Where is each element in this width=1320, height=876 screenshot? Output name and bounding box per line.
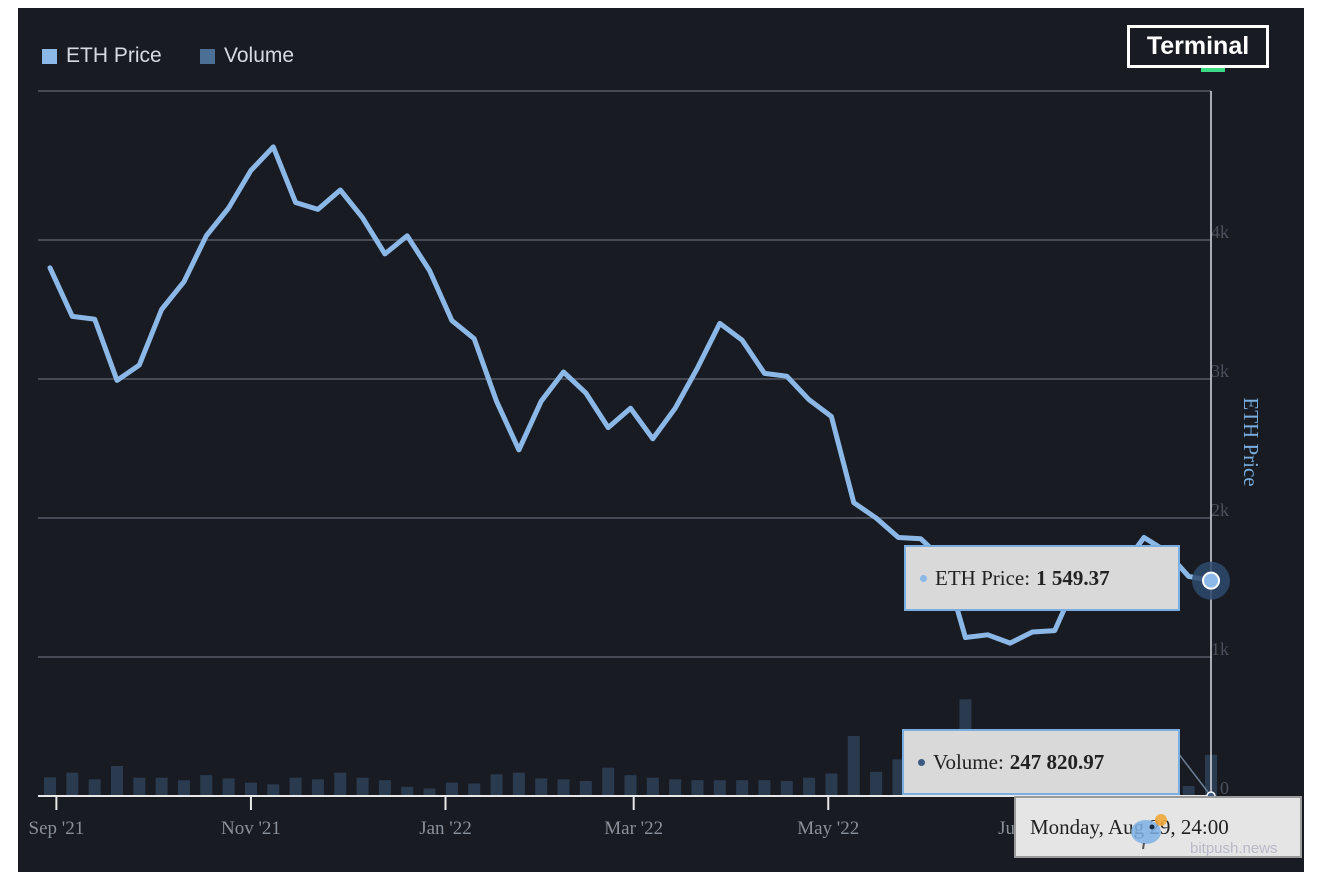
legend-label-eth-price: ETH Price (66, 44, 162, 67)
volume-bar (1182, 786, 1195, 796)
watermark-text: bitpush.news (1190, 840, 1278, 857)
volume-bar (579, 781, 592, 796)
volume-bar (780, 781, 793, 796)
x-tick-label: Nov '21 (221, 818, 281, 839)
volume-bar (646, 777, 659, 796)
price-tooltip-label: ETH Price: (935, 565, 1031, 590)
volume-bar (334, 772, 347, 796)
price-tooltip-value: 1 549.37 (1036, 565, 1110, 590)
volume-bar (66, 772, 79, 796)
volume-bar (602, 767, 615, 796)
chart-panel: 1k 2k 3k 4k 0 Sep '21 Nov '21 Jan '22 Mar '22 May… (18, 8, 1304, 872)
x-tick-label: Sep '21 (29, 818, 85, 839)
volume-bar (713, 780, 726, 796)
volume-bar (847, 736, 860, 796)
y-tick-label-4k: 4k (1211, 222, 1229, 242)
volume-tooltip: Volume: 247 820.97 (902, 729, 1180, 795)
volume-bar (401, 786, 414, 796)
volume-bar (311, 779, 324, 796)
volume-swatch (200, 48, 215, 64)
y-tick-label-1k: 1k (1211, 639, 1229, 659)
volume-bar (356, 777, 369, 796)
volume-bar (44, 777, 56, 796)
volume-bar (669, 779, 682, 796)
volume-bar (177, 780, 190, 796)
volume-bar (289, 777, 302, 796)
volume-bar (244, 782, 257, 796)
volume-bar (825, 773, 838, 796)
x-tick-label: Mar '22 (604, 818, 663, 839)
eth-price-line (47, 144, 1214, 646)
volume-bar (110, 766, 123, 796)
bird-logo-icon (1131, 814, 1167, 850)
y-tick-label-3k: 3k (1211, 361, 1229, 381)
volume-bar (535, 778, 548, 796)
volume-bar (758, 780, 771, 796)
legend-label-volume: Volume (224, 44, 295, 67)
date-tooltip: Monday, Aug 29, 24:00 (1014, 796, 1302, 858)
volume-tooltip-connector (1177, 752, 1212, 797)
volume-bar (892, 759, 905, 796)
x-tick-label: Jan '22 (419, 818, 472, 839)
brand-underline (1201, 68, 1225, 72)
volume-tick-label-0: 0 (1220, 778, 1229, 798)
volume-bar (423, 788, 436, 796)
volume-bar (624, 775, 637, 796)
volume-bar (88, 779, 101, 796)
volume-bar (200, 775, 213, 796)
volume-tooltip-dot (918, 758, 925, 766)
eth-price-chart: 1k 2k 3k 4k 0 Sep '21 Nov '21 Jan '22 Mar '22 May… (29, 90, 1263, 839)
hover-point (1202, 571, 1220, 590)
x-tick-label: May '22 (797, 818, 859, 839)
volume-bar (512, 772, 525, 796)
volume-bar (870, 771, 883, 796)
volume-bar (803, 777, 816, 796)
volume-bar (736, 780, 749, 796)
legend-item-volume[interactable]: Volume (200, 44, 294, 68)
volume-bar (133, 777, 146, 796)
volume-bar (490, 774, 503, 796)
volume-bar (557, 779, 570, 796)
price-tooltip-dot (920, 574, 927, 582)
legend-item-eth-price[interactable]: ETH Price (42, 44, 162, 68)
volume-tooltip-label: Volume: (933, 749, 1004, 774)
brand-logo: Terminal (1127, 25, 1269, 68)
volume-bar (691, 780, 704, 796)
eth-price-swatch (42, 48, 57, 64)
volume-bar (445, 782, 458, 796)
volume-bar (468, 783, 481, 796)
volume-bar (267, 784, 280, 796)
y-tick-label-2k: 2k (1211, 500, 1229, 520)
volume-bar (222, 778, 235, 796)
volume-tooltip-value: 247 820.97 (1009, 749, 1105, 774)
y-axis-title: ETH Price (1239, 397, 1263, 486)
volume-bar (378, 780, 391, 796)
volume-bar (155, 777, 168, 796)
price-tooltip: ETH Price: 1 549.37 (904, 545, 1180, 611)
